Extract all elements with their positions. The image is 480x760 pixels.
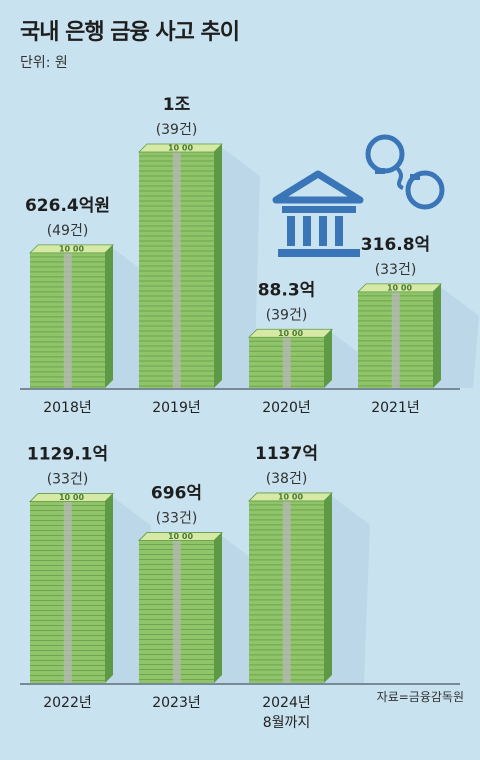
paper-band bbox=[63, 252, 72, 388]
category-label: 2018년 bbox=[43, 400, 92, 416]
value-label: 696억 bbox=[151, 484, 202, 504]
bill-print: 10 00 bbox=[278, 329, 303, 338]
count-label: (39건) bbox=[156, 122, 198, 138]
stack-shadow bbox=[214, 146, 260, 388]
stack-shadow bbox=[324, 494, 370, 683]
money-stack-bar: 10 00 bbox=[138, 143, 260, 388]
bill-print: 10 00 bbox=[168, 144, 193, 153]
bill-print: 10 00 bbox=[59, 493, 84, 502]
value-label: 1129.1억 bbox=[27, 445, 108, 465]
value-label: 1137억 bbox=[255, 444, 318, 464]
stack-shadow bbox=[214, 534, 260, 683]
stack-side bbox=[105, 244, 113, 388]
paper-band bbox=[172, 152, 181, 388]
stack-side bbox=[214, 144, 222, 388]
stack-side bbox=[324, 329, 332, 388]
money-stack-bar: 10 00 bbox=[138, 532, 260, 683]
chart-title: 국내 은행 금융 사고 추이 bbox=[20, 20, 240, 45]
category-label: 2022년 bbox=[43, 695, 92, 711]
money-stack-bar: 10 00 bbox=[357, 283, 479, 388]
stack-shadow bbox=[433, 285, 479, 388]
stack-top bbox=[29, 244, 114, 254]
money-stack-bar: 10 00 bbox=[29, 244, 151, 388]
stack-top bbox=[248, 492, 333, 502]
stack-top bbox=[357, 283, 442, 293]
bill-print: 10 00 bbox=[59, 244, 84, 253]
stack-side bbox=[433, 283, 441, 388]
paper-band bbox=[63, 501, 72, 683]
paper-band bbox=[282, 500, 291, 683]
stack-top bbox=[138, 143, 223, 153]
category-label: 2019년 bbox=[152, 400, 201, 416]
category-label: 8월까지 bbox=[263, 715, 311, 731]
category-label: 2021년 bbox=[371, 400, 420, 416]
value-label: 1조 bbox=[163, 95, 191, 115]
count-label: (33건) bbox=[375, 262, 417, 278]
category-label: 2024년 bbox=[262, 695, 311, 711]
category-label: 2020년 bbox=[262, 400, 311, 416]
stack-top bbox=[138, 532, 223, 541]
money-stack-bar: 10 00 bbox=[29, 493, 151, 683]
unit-label: 단위: 원 bbox=[20, 55, 68, 71]
source-label: 자료=금융감독원 bbox=[376, 690, 464, 704]
bill-print: 10 00 bbox=[168, 532, 193, 541]
value-label: 316.8억 bbox=[361, 235, 430, 255]
paper-band bbox=[172, 540, 181, 683]
stack-side bbox=[324, 492, 332, 683]
count-label: (33건) bbox=[47, 472, 89, 488]
stack-top bbox=[29, 493, 114, 502]
count-label: (49건) bbox=[47, 223, 89, 239]
stack-side bbox=[214, 532, 222, 683]
count-label: (33건) bbox=[156, 511, 198, 527]
count-label: (38건) bbox=[266, 471, 308, 487]
paper-band bbox=[391, 291, 400, 388]
category-label: 2023년 bbox=[152, 695, 201, 711]
money-stack-bar: 10 00 bbox=[248, 328, 370, 388]
bill-print: 10 00 bbox=[278, 492, 303, 501]
value-label: 88.3억 bbox=[258, 280, 316, 300]
money-stack-bar: 10 00 bbox=[248, 492, 370, 683]
count-label: (39건) bbox=[266, 307, 308, 323]
stack-top bbox=[248, 328, 333, 338]
value-label: 626.4억원 bbox=[25, 196, 110, 216]
bill-print: 10 00 bbox=[387, 283, 412, 292]
stack-side bbox=[105, 493, 113, 683]
paper-band bbox=[282, 337, 291, 388]
